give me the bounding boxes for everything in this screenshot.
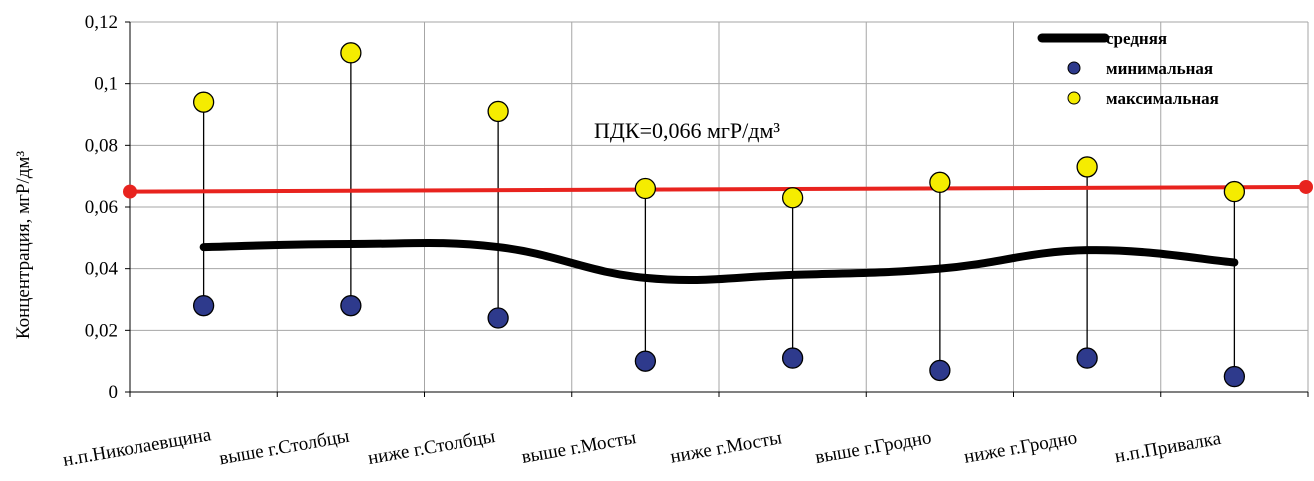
x-tick-label: ниже г.Мосты	[669, 427, 784, 467]
minimum-point	[634, 350, 657, 372]
minimum-point	[340, 295, 362, 317]
y-tick-label: 0,12	[85, 12, 118, 33]
minimum-point	[781, 347, 804, 369]
maximum-point	[1076, 156, 1098, 178]
legend-swatch-minimum	[1067, 61, 1081, 75]
grid-lines	[130, 21, 1309, 392]
y-tick-label: 0,04	[85, 259, 119, 280]
x-tick-labels: н.п.Николаевщина выше г.Столбцы ниже г.Сто…	[61, 424, 1223, 471]
maximum-point	[929, 171, 951, 193]
y-tick-label: 0	[109, 382, 119, 403]
maximum-point	[634, 177, 657, 200]
y-tick-label: 0,06	[85, 197, 118, 218]
maximum-point	[340, 42, 362, 64]
average-line	[199, 238, 1239, 285]
maximum-point	[192, 91, 215, 113]
legend-swatch-maximum	[1067, 91, 1081, 105]
maximum-point	[781, 187, 804, 209]
reference-line-group	[123, 179, 1313, 199]
maximum-point	[1223, 180, 1246, 203]
minimum-point	[1076, 347, 1098, 369]
x-tick-label: выше г.Гродно	[814, 427, 933, 468]
maximum-point	[487, 100, 509, 123]
legend-label-maximum: максимальная	[1106, 89, 1219, 108]
y-axis-label: Концентрация, мгР/дм³	[13, 151, 34, 340]
x-tick-label: н.п.Николаевщина	[61, 424, 213, 471]
maximum-series	[192, 42, 1246, 209]
y-tick-label: 0,1	[94, 74, 118, 95]
minimum-series	[192, 295, 1246, 388]
axes	[125, 21, 1309, 397]
reference-line-label: ПДК=0,066 мгР/дм³	[594, 118, 780, 143]
y-tick-labels: 0 0,02 0,04 0,06 0,08 0,1 0,12	[85, 12, 119, 403]
minimum-point	[929, 359, 951, 382]
average-series	[199, 238, 1239, 285]
reference-line	[129, 184, 1309, 194]
legend-label-average: средняя	[1106, 29, 1167, 48]
legend-label-minimum: минимальная	[1106, 59, 1213, 78]
y-tick-label: 0,02	[85, 320, 118, 341]
x-tick-label: н.п.Привалка	[1113, 428, 1223, 467]
legend: средняя минимальная максимальная	[1037, 29, 1219, 108]
x-tick-label: ниже г.Столбцы	[366, 426, 497, 469]
minimum-point	[1223, 365, 1246, 388]
y-tick-label: 0,08	[85, 135, 118, 156]
minimum-point	[192, 295, 215, 317]
minimum-point	[487, 307, 509, 329]
reference-line-end-marker	[1299, 179, 1313, 194]
reference-line-end-marker	[123, 184, 137, 199]
x-tick-label: выше г.Мосты	[520, 427, 638, 468]
x-tick-label: выше г.Столбцы	[218, 426, 352, 470]
x-tick-label: ниже г.Гродно	[962, 427, 1078, 468]
